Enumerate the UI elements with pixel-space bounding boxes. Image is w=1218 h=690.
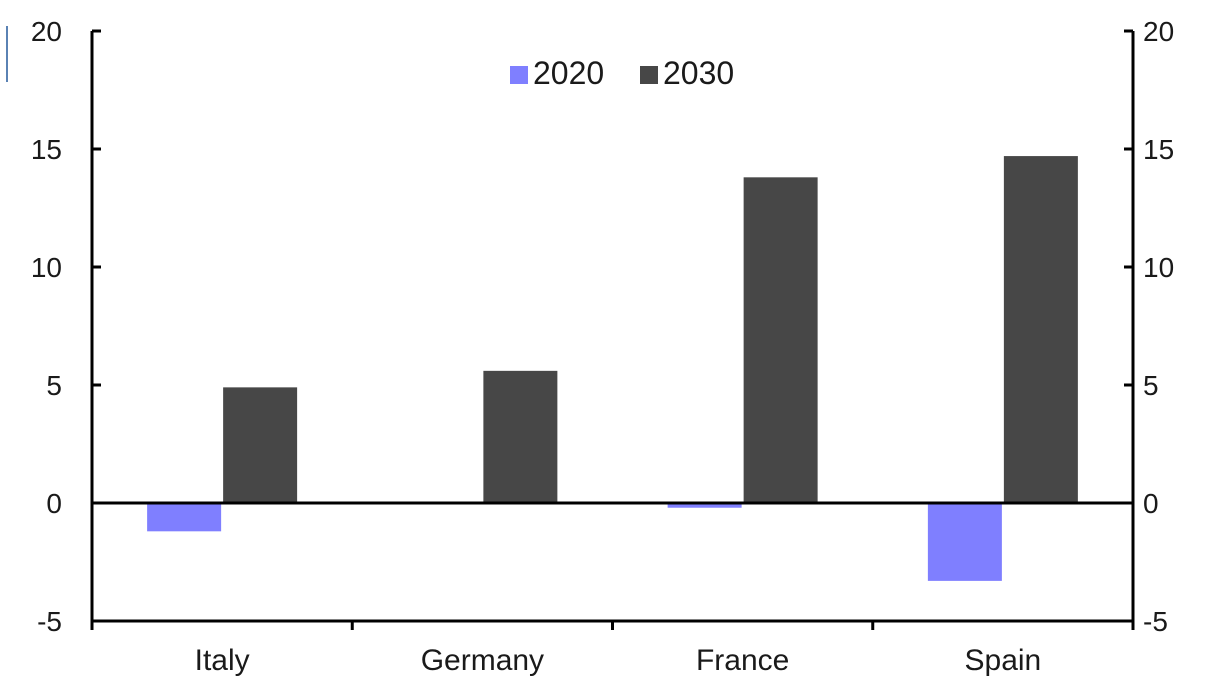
right-y-tick-label: 5 bbox=[1143, 370, 1159, 401]
left-y-tick-label: 0 bbox=[46, 488, 62, 519]
category-label-france: France bbox=[696, 644, 789, 677]
left-y-tick-label: 15 bbox=[31, 134, 62, 165]
left-y-tick-label: 10 bbox=[31, 252, 62, 283]
right-y-tick-label: 0 bbox=[1143, 488, 1159, 519]
right-y-tick-label: 20 bbox=[1143, 16, 1174, 47]
legend-swatch-2030 bbox=[640, 66, 658, 84]
left-y-tick-label: 20 bbox=[31, 16, 62, 47]
right-y-tick-labels: 20 15 10 5 0 -5 bbox=[1143, 16, 1174, 637]
category-label-germany: Germany bbox=[421, 644, 544, 677]
bar-italy-2030 bbox=[223, 387, 298, 503]
bar-italy-2020 bbox=[147, 503, 222, 532]
bars bbox=[147, 156, 1078, 581]
left-y-tick-label: 5 bbox=[46, 370, 62, 401]
right-y-tick-label: 10 bbox=[1143, 252, 1174, 283]
bar-spain-2020 bbox=[927, 503, 1002, 581]
right-y-tick-label: -5 bbox=[1143, 606, 1168, 637]
bar-spain-2030 bbox=[1003, 156, 1078, 503]
bar-france-2020 bbox=[667, 503, 742, 508]
category-label-italy: Italy bbox=[195, 644, 250, 677]
legend-swatch-2020 bbox=[510, 66, 528, 84]
category-labels: Italy Germany France Spain bbox=[195, 644, 1042, 677]
legend-label-2030: 2030 bbox=[663, 55, 734, 91]
category-label-spain: Spain bbox=[965, 644, 1042, 677]
legend-label-2020: 2020 bbox=[533, 55, 604, 91]
axes bbox=[90, 29, 1135, 630]
corner-mark bbox=[6, 26, 8, 82]
bar-germany-2030 bbox=[483, 370, 558, 503]
bar-france-2030 bbox=[743, 177, 818, 503]
left-y-tick-labels: 20 15 10 5 0 -5 bbox=[31, 16, 62, 637]
right-y-tick-label: 15 bbox=[1143, 134, 1174, 165]
legend: 2020 2030 bbox=[510, 55, 734, 91]
left-y-tick-label: -5 bbox=[37, 606, 62, 637]
